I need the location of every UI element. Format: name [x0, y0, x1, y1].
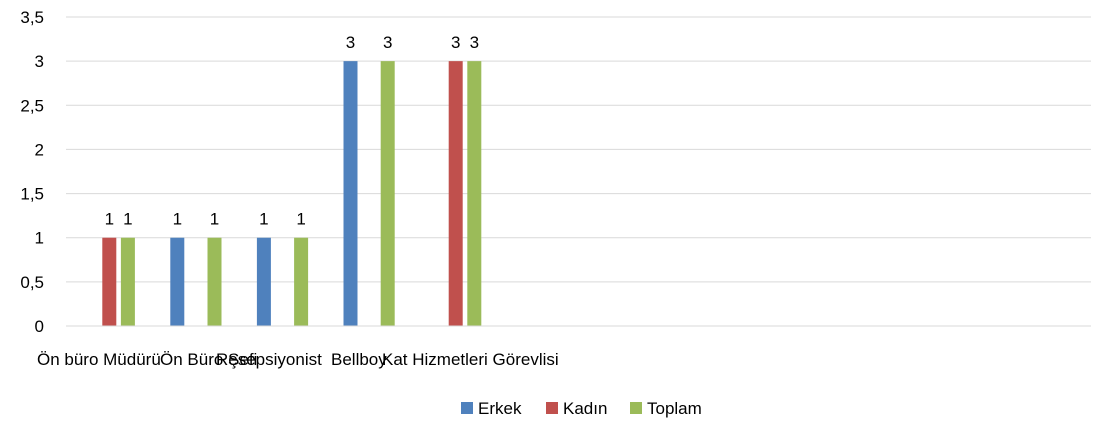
bar-erkek: [256, 237, 271, 326]
x-category-label: Resepsiyonist: [216, 350, 322, 369]
bar-toplam: [294, 237, 309, 326]
y-tick-label: 0,5: [20, 273, 44, 292]
legend-label: Kadın: [563, 399, 607, 418]
data-label: 1: [210, 210, 219, 229]
legend-swatch-toplam: [630, 402, 642, 414]
legend-label: Toplam: [647, 399, 702, 418]
y-tick-label: 1: [35, 229, 44, 248]
data-label: 1: [296, 210, 305, 229]
bars: [102, 61, 482, 327]
y-tick-label: 1,5: [20, 185, 44, 204]
x-category-label: Kat Hizmetleri Görevlisi: [382, 350, 559, 369]
gridlines: [66, 16, 1091, 327]
data-label: 1: [105, 210, 114, 229]
legend-swatch-erkek: [461, 402, 473, 414]
data-label: 1: [123, 210, 132, 229]
y-tick-label: 3: [35, 52, 44, 71]
x-category-label: Ön Büro Şefi: [160, 350, 257, 369]
bar-kadın: [448, 61, 463, 327]
bar-erkek: [343, 61, 358, 327]
legend-label: Erkek: [478, 399, 522, 418]
bar-toplam: [380, 61, 395, 327]
data-label: 3: [346, 33, 355, 52]
bar-erkek: [170, 237, 185, 326]
data-label: 1: [259, 210, 268, 229]
data-label: 1: [173, 210, 182, 229]
x-category-label: Ön büro Müdürü: [37, 350, 161, 369]
data-label: 3: [451, 33, 460, 52]
y-tick-label: 2: [35, 140, 44, 159]
data-label: 3: [383, 33, 392, 52]
bar-toplam: [120, 237, 135, 326]
data-label: 3: [470, 33, 479, 52]
data-labels: 1 1 1 1 1 13 3 3 3: [105, 33, 479, 229]
legend-swatch-kadın: [546, 402, 558, 414]
y-tick-label: 0: [35, 317, 44, 336]
y-tick-label: 3,5: [20, 8, 44, 27]
bar-toplam: [207, 237, 222, 326]
x-category-label: Bellboy: [331, 350, 387, 369]
bar-toplam: [467, 61, 482, 327]
y-axis: 0 0,5 1 1,5 2 2,5 3 3,5: [20, 8, 44, 336]
y-tick-label: 2,5: [20, 96, 44, 115]
bar-kadın: [102, 237, 117, 326]
legend: Erkek Kadın Toplam: [461, 399, 702, 418]
